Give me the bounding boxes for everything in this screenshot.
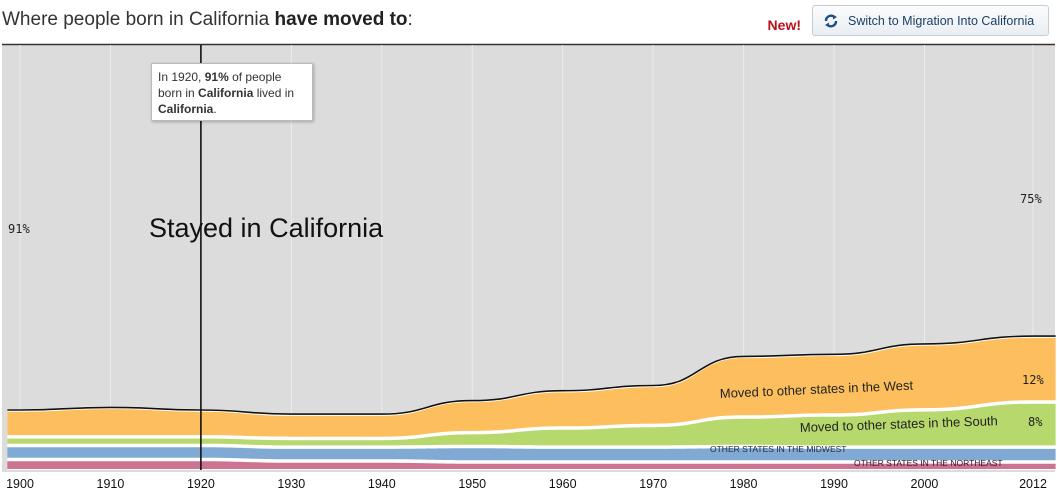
tooltip-part3: lived in	[253, 86, 295, 100]
x-tick-1990: 1990	[820, 477, 848, 491]
end-pct-stayed: 75%	[1020, 192, 1042, 206]
x-tick-1900: 1900	[6, 477, 34, 491]
end-pct-west: 12%	[1022, 373, 1044, 387]
x-tick-1930: 1930	[277, 477, 305, 491]
x-tick-2012: 2012	[1019, 477, 1047, 491]
tooltip-state2: California	[158, 102, 214, 116]
title-suffix: :	[407, 9, 413, 30]
x-tick-2000: 2000	[911, 477, 939, 491]
label-northeast: OTHER STATES IN THE NORTHEAST	[854, 458, 1003, 468]
start-pct-label: 91%	[8, 222, 30, 236]
tick-layer: 1900 1910 1920 1930 1940 1950 1960 1970 1980 1990…	[6, 477, 1047, 491]
band-other-states-in-the-midwest	[7, 447, 1056, 461]
chart-title: Where people born in California have mov…	[2, 9, 413, 31]
end-pct-south: 8%	[1028, 415, 1043, 429]
label-midwest: OTHER STATES IN THE MIDWEST	[710, 444, 846, 454]
x-tick-1970: 1970	[639, 477, 667, 491]
year-tooltip: In 1920, 91% of people born in Californi…	[151, 63, 313, 121]
x-tick-1910: 1910	[97, 477, 125, 491]
band-other-states-in-the-northeast	[7, 461, 1056, 469]
tooltip-part2: of people born in	[158, 70, 282, 100]
switch-migration-button[interactable]: Switch to Migration Into California	[812, 5, 1049, 36]
x-tick-1920: 1920	[187, 477, 215, 491]
label-south: Moved to other states in the South	[800, 413, 998, 435]
tooltip-part1: In 1920,	[158, 70, 205, 84]
x-tick-1940: 1940	[368, 477, 396, 491]
tooltip-state1: California	[198, 86, 254, 100]
band-moved-to-other-states-in-the-south	[7, 403, 1056, 446]
band-moved-to-other-states-in-the-west	[7, 337, 1056, 437]
tooltip-part4: .	[213, 102, 217, 116]
label-layer: Stayed in California 91% 75% 12% 8% Moved to …	[8, 192, 1044, 468]
switch-button-label: Switch to Migration Into California	[848, 13, 1035, 28]
refresh-icon	[824, 14, 838, 27]
new-badge: New!	[767, 17, 801, 33]
x-tick-1950: 1950	[458, 477, 486, 491]
tooltip-pct: 91%	[204, 70, 229, 84]
x-tick-1960: 1960	[549, 477, 577, 491]
stayed-in-california-label: Stayed in California	[149, 213, 384, 243]
title-prefix: Where people born in California	[2, 9, 275, 30]
stayed-boundary-line	[7, 335, 1056, 415]
title-bold: have moved to	[274, 9, 408, 30]
x-tick-1980: 1980	[730, 477, 758, 491]
